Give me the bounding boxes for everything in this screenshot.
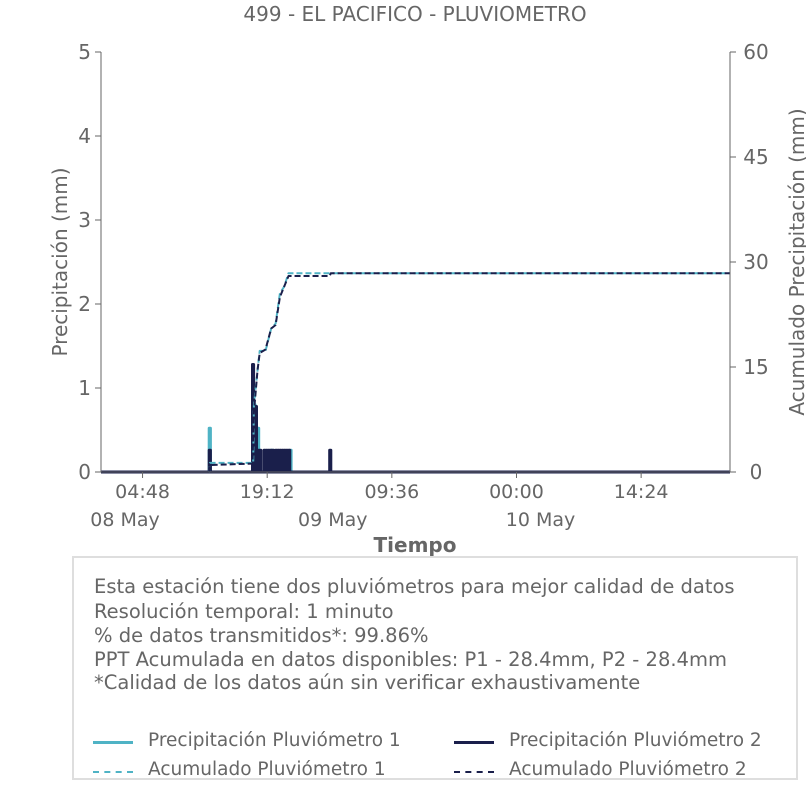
y-tick-label: 2 — [78, 292, 91, 316]
y-tick-label: 5 — [78, 40, 91, 64]
x-tick-label: 19:12 — [240, 481, 295, 503]
y-axis-label: Precipitación (mm) — [48, 167, 72, 356]
y2-axis-label: Acumulado Precipitación (mm) — [785, 108, 806, 415]
legend-swatch-acc1 — [93, 771, 133, 773]
y-tick-label: 3 — [78, 208, 91, 232]
x-date-label: 08 May — [90, 509, 160, 531]
legend-label-acc2: Acumulado Pluviómetro 2 — [509, 759, 747, 780]
series-precip-p1 — [101, 403, 730, 474]
y2-tick-label: 30 — [743, 250, 768, 274]
info-line-resolution: Resolución temporal: 1 minuto — [94, 600, 394, 623]
plot-area — [101, 272, 730, 474]
y-tick-label: 0 — [78, 460, 91, 484]
legend-label-p1: Precipitación Pluviómetro 1 — [148, 730, 401, 751]
x-tick-label: 09:36 — [364, 481, 419, 503]
series-acum-p1 — [101, 272, 730, 473]
info-line-transmitted: % de datos transmitidos*: 99.86% — [94, 624, 429, 647]
y2-tick-label: 0 — [750, 460, 763, 484]
info-line-stations: Esta estación tiene dos pluviómetros par… — [94, 575, 735, 598]
x-tick-label: 14:24 — [614, 481, 669, 503]
y-tick-label: 1 — [78, 376, 91, 400]
x-date-label: 10 May — [506, 509, 576, 531]
y2-tick-label: 15 — [743, 355, 768, 379]
legend-swatch-acc2 — [454, 771, 494, 773]
precipitation-chart: 499 - EL PACIFICO - PLUVIOMETRO 01234501… — [48, 2, 806, 556]
y-tick-label: 4 — [78, 124, 91, 148]
legend-swatch-p1 — [93, 741, 133, 744]
info-legend-box: Esta estación tiene dos pluviómetros par… — [72, 556, 798, 780]
legend-swatch-p2 — [454, 741, 494, 744]
y2-tick-label: 60 — [743, 40, 768, 64]
x-tick-label: 00:00 — [489, 481, 544, 503]
y2-tick-label: 45 — [743, 145, 768, 169]
chart-title: 499 - EL PACIFICO - PLUVIOMETRO — [243, 2, 586, 26]
x-tick-label: 04:48 — [115, 481, 170, 503]
series-acum-p2 — [101, 272, 730, 473]
info-line-quality-note: *Calidad de los datos aún sin verificar … — [94, 671, 641, 694]
legend-label-p2: Precipitación Pluviómetro 2 — [509, 730, 762, 751]
info-line-accumulated: PPT Acumulada en datos disponibles: P1 -… — [94, 648, 727, 671]
legend-label-acc1: Acumulado Pluviómetro 1 — [148, 759, 386, 780]
x-axis-label: Tiempo — [374, 533, 457, 556]
x-date-label: 09 May — [298, 509, 368, 531]
series-precip-p2 — [101, 363, 730, 474]
